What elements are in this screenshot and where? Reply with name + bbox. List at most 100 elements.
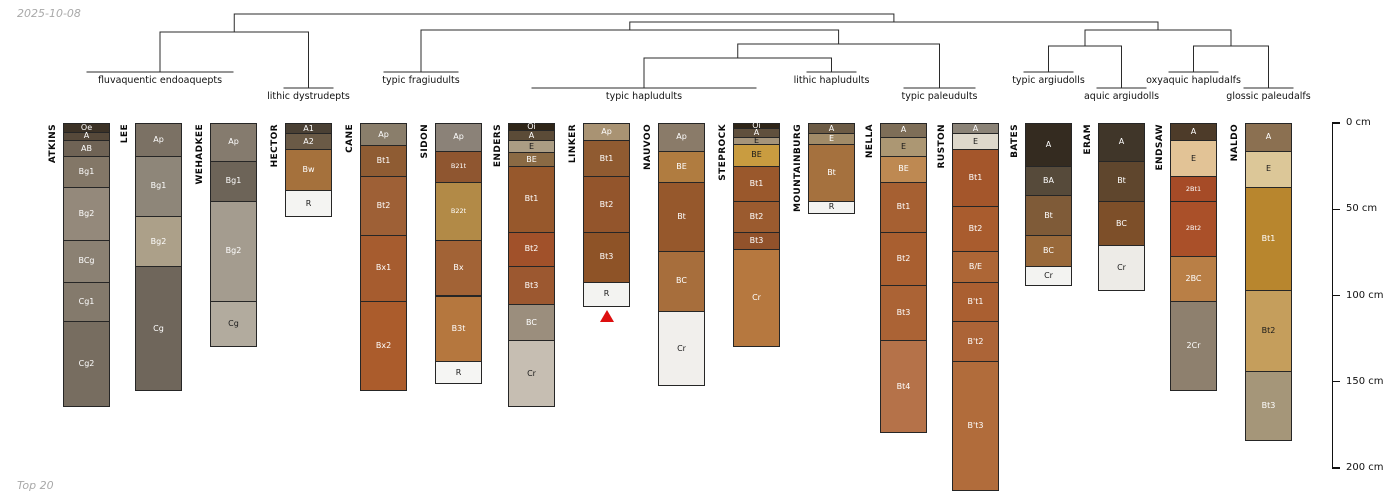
series-label-wehadkee: WEHADKEE	[195, 124, 205, 185]
horizon-label: Bt2	[749, 211, 764, 221]
group-label-lithic-dystrudepts: lithic dystrudepts	[267, 91, 350, 102]
horizon-sidon-b21t: B21t	[435, 150, 482, 183]
series-label-cane: CANE	[345, 124, 355, 153]
horizon-ruston-b-t3: B't3	[952, 361, 999, 492]
horizon-sidon-bx: Bx	[435, 240, 482, 297]
horizon-naldo-bt2: Bt2	[1245, 290, 1292, 373]
horizon-label: Bt2	[524, 244, 539, 254]
horizon-label: Bt3	[599, 252, 614, 262]
horizon-label: Bt3	[1261, 401, 1276, 411]
depth-tick-label-0: 0 cm	[1346, 117, 1371, 128]
horizon-label: BE	[676, 161, 687, 171]
horizon-label: Bt1	[749, 178, 764, 188]
horizon-atkins-ab: AB	[63, 140, 110, 157]
horizon-label: Cr	[1044, 271, 1053, 281]
horizon-label: Bt	[677, 211, 686, 221]
horizon-label: R	[603, 289, 610, 299]
horizon-label: R	[305, 198, 312, 208]
horizon-label: E	[753, 135, 760, 145]
dendrogram	[86, 13, 1294, 89]
horizon-label: Cg2	[78, 359, 95, 369]
horizon-label: AB	[81, 143, 92, 153]
series-label-sidon: SIDON	[420, 124, 430, 159]
horizon-label: Bg1	[78, 166, 95, 176]
horizon-label: E	[900, 141, 907, 151]
horizon-mountainburg-r: R	[808, 200, 855, 214]
horizon-hector-r: R	[285, 190, 332, 218]
horizon-label: Cr	[1117, 263, 1126, 273]
horizon-label: Bg2	[78, 209, 95, 219]
horizon-nella-bt2: Bt2	[880, 231, 927, 287]
horizon-hector-bw: Bw	[285, 148, 332, 192]
depth-tick-label-200: 200 cm	[1346, 462, 1384, 473]
horizon-label: BE	[526, 154, 537, 164]
horizon-label: Bg2	[225, 246, 242, 256]
horizon-naldo-a: A	[1245, 123, 1292, 152]
group-label-typic-hapludults: typic hapludults	[605, 91, 683, 102]
group-label-typic-paleudults: typic paleudults	[901, 91, 978, 102]
horizon-label: Ap	[378, 129, 389, 139]
horizon-bates-bc: BC	[1025, 235, 1072, 268]
horizon-label: Bt2	[896, 253, 911, 263]
horizon-steprock-bt3: Bt3	[733, 231, 780, 250]
horizon-label: A	[972, 123, 979, 133]
horizon-naldo-e: E	[1245, 150, 1292, 188]
horizon-label: Bt2	[1261, 326, 1276, 336]
horizon-label: E	[972, 136, 979, 146]
horizon-bates-bt: Bt	[1025, 195, 1072, 237]
horizon-label: Bg2	[150, 236, 167, 246]
horizon-label: Bt1	[896, 202, 911, 212]
horizon-eram-bc: BC	[1098, 200, 1145, 247]
horizon-hector-a2: A2	[285, 133, 332, 150]
depth-tick-150	[1332, 381, 1340, 383]
horizon-label: Bt3	[749, 235, 764, 245]
horizon-label: B21t	[450, 162, 467, 171]
horizon-label: E	[1265, 164, 1272, 174]
horizon-label: BCg	[78, 256, 95, 266]
horizon-wehadkee-bg1: Bg1	[210, 160, 257, 202]
horizon-lee-cg: Cg	[135, 266, 182, 392]
horizon-label: B/E	[968, 261, 983, 271]
group-label-lithic-hapludults: lithic hapludults	[793, 75, 870, 86]
horizon-label: Cr	[677, 343, 686, 353]
horizon-label: A	[900, 125, 907, 135]
dendrogram-link	[233, 13, 895, 32]
horizon-label: Cr	[752, 292, 761, 302]
horizon-label: BC	[1116, 218, 1127, 228]
series-label-hector: HECTOR	[270, 124, 280, 168]
horizon-label: Bt2	[599, 199, 614, 209]
horizon-label: Bt1	[376, 156, 391, 166]
horizon-eram-bt: Bt	[1098, 160, 1145, 202]
horizon-label: A2	[303, 136, 314, 146]
horizon-label: Bt	[1117, 176, 1126, 186]
horizon-label: Oi	[752, 121, 761, 131]
horizon-enders-bt3: Bt3	[508, 266, 555, 306]
horizon-label: Cg1	[78, 297, 95, 307]
horizon-label: Bt4	[896, 381, 911, 391]
series-label-endsaw: ENDSAW	[1155, 124, 1165, 171]
horizon-label: Bt	[1044, 210, 1053, 220]
series-label-ruston: RUSTON	[937, 124, 947, 169]
horizon-label: Bx1	[375, 263, 392, 273]
horizon-label: A	[83, 131, 90, 141]
series-label-enders: ENDERS	[493, 124, 503, 168]
horizon-eram-a: A	[1098, 123, 1145, 162]
horizon-naldo-bt1: Bt1	[1245, 186, 1292, 292]
horizon-endsaw-2bt1: 2Bt1	[1170, 176, 1217, 202]
horizon-bates-a: A	[1025, 123, 1072, 168]
depth-tick-100	[1332, 294, 1340, 297]
depth-tick-0	[1332, 122, 1340, 124]
horizon-label: Bt1	[599, 153, 614, 163]
horizon-endsaw-2bc: 2BC	[1170, 255, 1217, 302]
horizon-enders-cr: Cr	[508, 340, 555, 407]
horizon-label: Bt3	[896, 308, 911, 318]
horizon-endsaw-a: A	[1170, 123, 1217, 142]
horizon-label: BE	[751, 150, 762, 160]
horizon-nella-a: A	[880, 123, 927, 138]
horizon-enders-bt1: Bt1	[508, 166, 555, 233]
horizon-label: Oi	[527, 121, 536, 131]
horizon-atkins-bcg: BCg	[63, 240, 110, 283]
horizon-cane-bt1: Bt1	[360, 145, 407, 178]
horizon-label: E	[828, 134, 835, 144]
horizon-label: Ap	[228, 137, 239, 147]
